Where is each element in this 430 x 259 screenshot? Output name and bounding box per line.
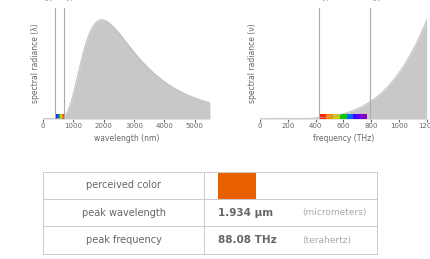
Bar bbox=[332, 114, 339, 119]
Bar bbox=[60, 114, 61, 119]
Bar bbox=[63, 114, 64, 119]
Text: UV: UV bbox=[43, 0, 54, 3]
Text: 1.934 μm: 1.934 μm bbox=[217, 208, 272, 218]
Bar bbox=[346, 114, 353, 119]
X-axis label: frequency (THz): frequency (THz) bbox=[312, 134, 373, 143]
Bar bbox=[326, 114, 332, 119]
Text: (micrometers): (micrometers) bbox=[301, 208, 366, 217]
Text: perceived color: perceived color bbox=[86, 181, 161, 190]
Bar bbox=[217, 171, 255, 200]
Text: 88.08 THz: 88.08 THz bbox=[217, 235, 276, 245]
Text: UV: UV bbox=[371, 0, 381, 3]
Text: (terahertz): (terahertz) bbox=[301, 236, 350, 245]
Bar bbox=[359, 114, 366, 119]
Text: peak frequency: peak frequency bbox=[86, 235, 161, 245]
Y-axis label: spectral radiance (ν): spectral radiance (ν) bbox=[248, 23, 257, 103]
Bar bbox=[61, 114, 63, 119]
Bar bbox=[58, 114, 60, 119]
Bar bbox=[319, 114, 326, 119]
Text: IR: IR bbox=[321, 0, 329, 3]
X-axis label: wavelength (nm): wavelength (nm) bbox=[94, 134, 159, 143]
Text: IR: IR bbox=[65, 0, 72, 3]
Y-axis label: spectral radiance (λ): spectral radiance (λ) bbox=[31, 23, 40, 103]
Bar bbox=[339, 114, 346, 119]
Bar bbox=[56, 114, 57, 119]
Text: peak wavelength: peak wavelength bbox=[81, 208, 165, 218]
Bar bbox=[353, 114, 359, 119]
Bar bbox=[57, 114, 58, 119]
Bar bbox=[55, 114, 56, 119]
